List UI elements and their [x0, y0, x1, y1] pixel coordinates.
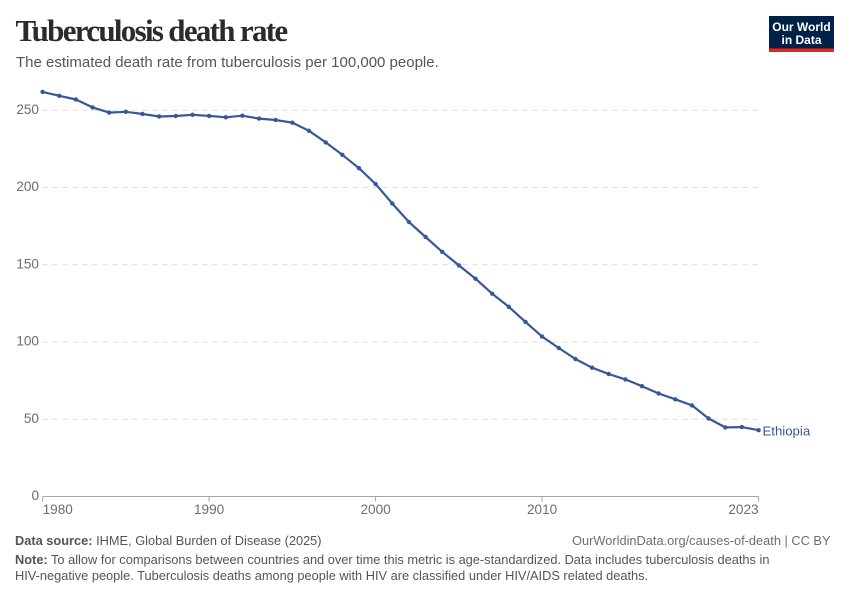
svg-text:The estimated death rate from: The estimated death rate from tuberculos… [16, 54, 439, 71]
svg-text:1980: 1980 [43, 502, 74, 517]
svg-text:2023: 2023 [728, 502, 758, 517]
svg-text:in Data: in Data [781, 33, 821, 47]
svg-text:HIV-negative people. Tuberculo: HIV-negative people. Tuberculosis deaths… [15, 568, 648, 583]
svg-text:250: 250 [16, 102, 39, 117]
svg-text:100: 100 [16, 334, 39, 349]
svg-text:OurWorldinData.org/causes-of-d: OurWorldinData.org/causes-of-death | CC … [572, 533, 831, 548]
svg-text:Tuberculosis death rate: Tuberculosis death rate [16, 13, 288, 48]
svg-text:200: 200 [16, 179, 39, 194]
svg-text:Note: To allow for comparisons: Note: To allow for comparisons between c… [15, 552, 769, 567]
svg-text:Our World: Our World [772, 20, 830, 34]
svg-text:2000: 2000 [360, 502, 391, 517]
svg-text:1990: 1990 [194, 502, 225, 517]
svg-text:Ethiopia: Ethiopia [763, 424, 811, 439]
svg-text:50: 50 [24, 411, 40, 426]
svg-text:0: 0 [31, 488, 39, 503]
svg-text:Data source: IHME, Global Burd: Data source: IHME, Global Burden of Dise… [15, 533, 322, 548]
svg-text:2010: 2010 [527, 502, 558, 517]
svg-text:150: 150 [16, 257, 39, 272]
